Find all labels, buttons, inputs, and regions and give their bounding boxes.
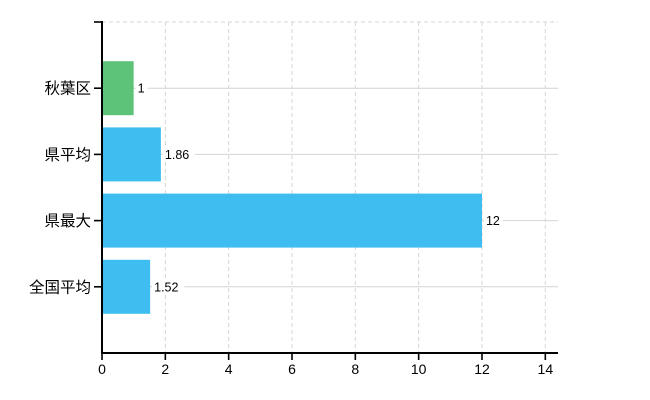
bars [103, 61, 482, 314]
value-label-backing [152, 278, 185, 295]
x-tick-label: 0 [98, 361, 106, 377]
category-label: 全国平均 [29, 278, 91, 296]
x-tick-label: 14 [538, 361, 554, 377]
bar [103, 259, 151, 314]
bar [103, 61, 134, 116]
x-tick-label: 10 [411, 361, 427, 377]
value-label: 1.52 [154, 280, 178, 294]
x-tick-label: 2 [161, 361, 169, 377]
value-label-backing [483, 212, 503, 229]
value-label-backing [135, 80, 148, 97]
value-label: 1 [138, 82, 145, 96]
bar [103, 127, 161, 182]
x-tick-label: 6 [288, 361, 296, 377]
category-label: 秋葉区 [44, 80, 91, 98]
x-tick-label: 8 [351, 361, 359, 377]
category-label: 県最大 [44, 212, 91, 230]
value-label: 12 [486, 214, 500, 228]
x-tick-label: 4 [225, 361, 233, 377]
value-label-backing [162, 146, 196, 163]
value-label: 1.86 [165, 148, 189, 162]
bar [103, 193, 482, 248]
category-label: 県平均 [44, 146, 91, 164]
axis-line [101, 21, 558, 354]
x-tick-label: 12 [474, 361, 490, 377]
axes [94, 21, 558, 360]
